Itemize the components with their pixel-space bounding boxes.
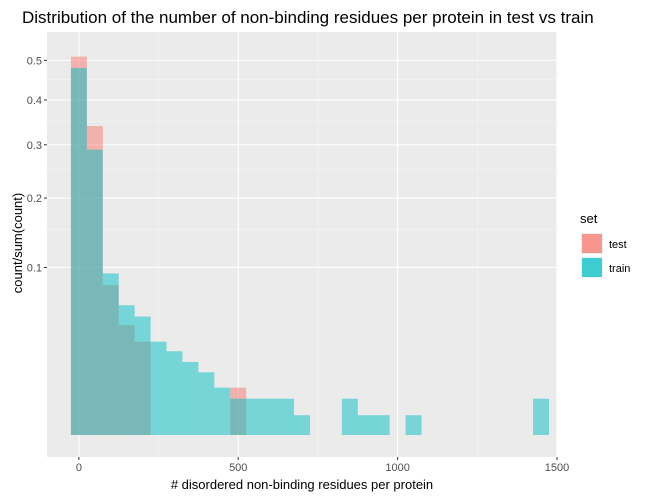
minor-gridlines [47,32,557,457]
x-tick-label: 1500 [545,462,569,474]
bar-train [262,398,279,435]
bar-train [357,415,374,435]
bar-train [405,415,422,435]
legend-swatch-test [582,234,602,253]
bar-train [214,387,231,435]
bar-train [182,361,199,435]
legend-swatch-train [582,258,602,277]
bar-train [230,398,247,435]
x-tick-label: 0 [76,462,82,474]
histogram-bars [70,56,550,436]
bar-train [341,398,358,435]
y-tick-label: 0.5 [27,55,42,67]
bar-train [373,415,390,435]
chart-title: Distribution of the number of non-bindin… [22,8,594,27]
y-axis-title: count/sum(count) [10,193,25,293]
bar-train [134,316,151,435]
x-axis-ticks: 0 500 1000 1500 [76,457,569,474]
bar-train [102,273,119,435]
bar-train [86,149,103,435]
bar-train [294,415,310,435]
bar-train [246,398,263,435]
y-tick-label: 0.4 [27,95,42,107]
bar-train [166,351,183,435]
bar-train [118,305,135,435]
legend-title: set [580,211,598,226]
x-axis-title: # disordered non-binding residues per pr… [171,477,433,492]
y-axis-ticks: 0.1 0.2 0.3 0.4 0.5 [27,55,47,274]
x-tick-label: 1000 [385,462,409,474]
y-tick-label: 0.1 [27,262,42,274]
y-tick-label: 0.3 [27,140,42,152]
y-tick-label: 0.2 [27,193,42,205]
x-tick-label: 500 [229,462,247,474]
bar-train [70,67,87,436]
legend-label-test: test [609,239,627,251]
legend: set test train [580,211,630,278]
bar-train [278,398,295,435]
bar-train [150,341,167,435]
legend-label-train: train [609,263,630,275]
bar-train [533,398,550,435]
bar-train [198,372,215,435]
